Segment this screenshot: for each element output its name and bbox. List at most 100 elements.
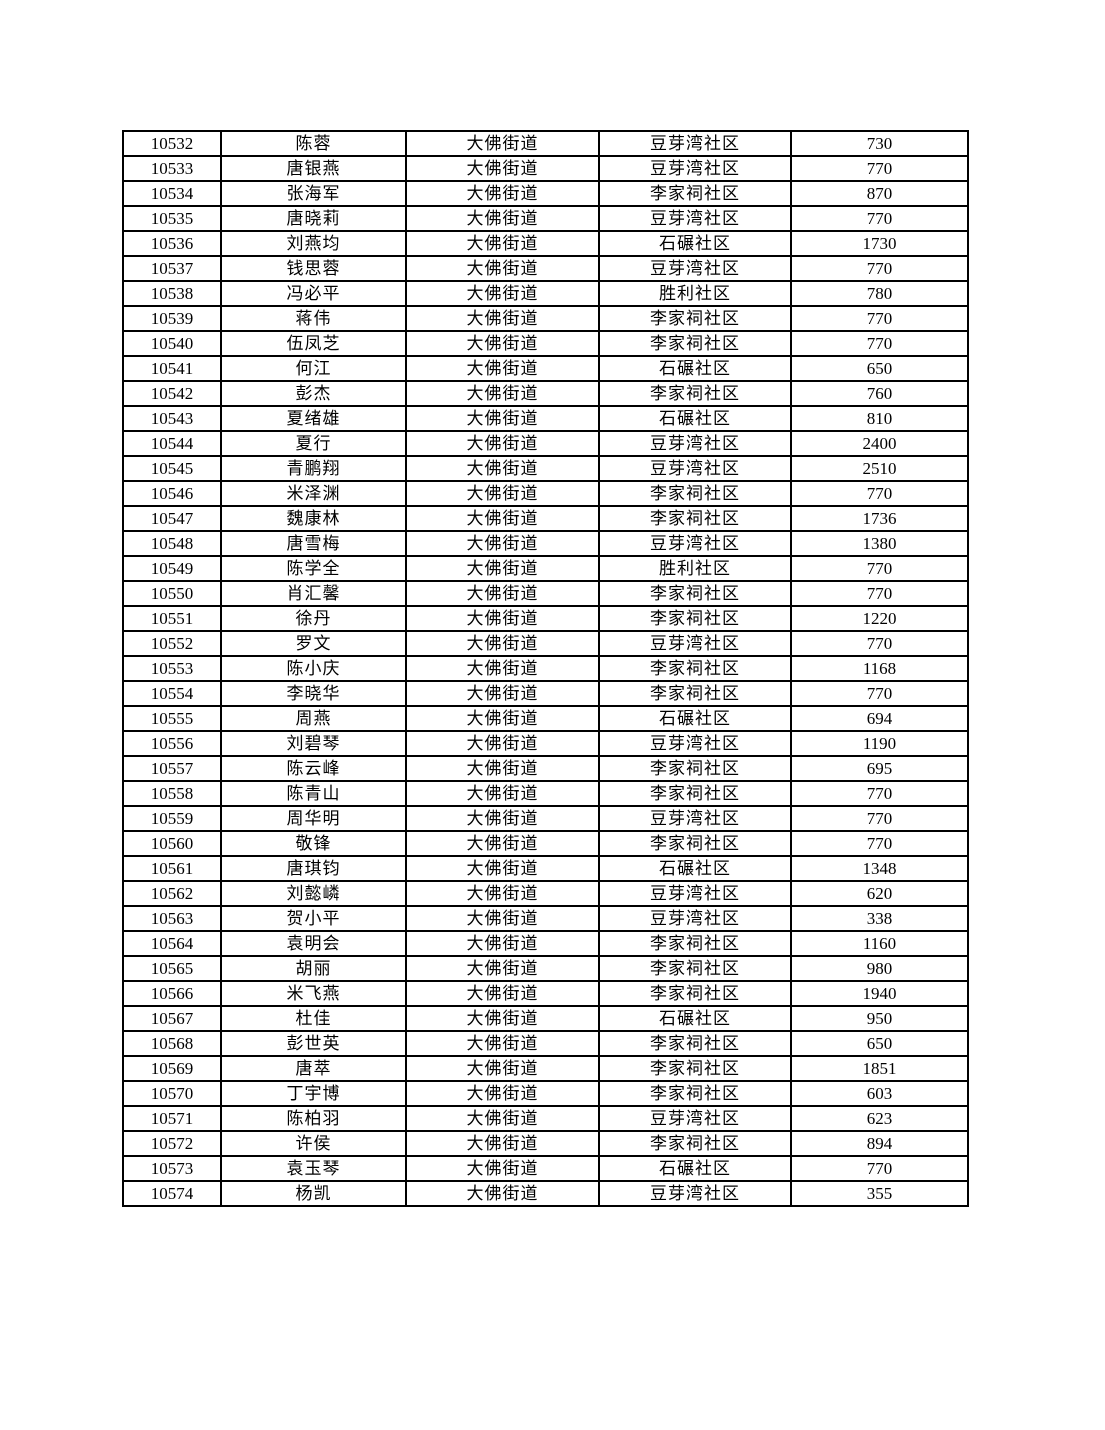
cell-community: 李家祠社区 xyxy=(598,1130,792,1157)
cell-amount: 770 xyxy=(790,480,969,507)
cell-street: 大佛街道 xyxy=(405,730,600,757)
cell-street: 大佛街道 xyxy=(405,505,600,532)
cell-name: 胡丽 xyxy=(220,955,407,982)
cell-id: 10553 xyxy=(122,655,222,682)
cell-id: 10550 xyxy=(122,580,222,607)
cell-street: 大佛街道 xyxy=(405,580,600,607)
cell-community: 豆芽湾社区 xyxy=(598,130,792,157)
table-row: 10570 丁宇博 大佛街道 李家祠社区 603 xyxy=(122,1080,969,1107)
cell-id: 10538 xyxy=(122,280,222,307)
cell-amount: 2510 xyxy=(790,455,969,482)
cell-community: 豆芽湾社区 xyxy=(598,255,792,282)
cell-street: 大佛街道 xyxy=(405,280,600,307)
cell-community: 李家祠社区 xyxy=(598,505,792,532)
cell-community: 豆芽湾社区 xyxy=(598,880,792,907)
cell-street: 大佛街道 xyxy=(405,805,600,832)
cell-id: 10541 xyxy=(122,355,222,382)
cell-community: 李家祠社区 xyxy=(598,1030,792,1057)
cell-name: 夏绪雄 xyxy=(220,405,407,432)
table-row: 10545 青鹏翔 大佛街道 豆芽湾社区 2510 xyxy=(122,455,969,482)
cell-street: 大佛街道 xyxy=(405,905,600,932)
cell-name: 刘碧琴 xyxy=(220,730,407,757)
table-row: 10542 彭杰 大佛街道 李家祠社区 760 xyxy=(122,380,969,407)
cell-name: 钱思蓉 xyxy=(220,255,407,282)
table-row: 10557 陈云峰 大佛街道 李家祠社区 695 xyxy=(122,755,969,782)
cell-community: 石碾社区 xyxy=(598,355,792,382)
cell-amount: 1168 xyxy=(790,655,969,682)
table-row: 10571 陈柏羽 大佛街道 豆芽湾社区 623 xyxy=(122,1105,969,1132)
cell-street: 大佛街道 xyxy=(405,655,600,682)
cell-amount: 770 xyxy=(790,780,969,807)
cell-id: 10573 xyxy=(122,1155,222,1182)
table-row: 10552 罗文 大佛街道 豆芽湾社区 770 xyxy=(122,630,969,657)
cell-community: 豆芽湾社区 xyxy=(598,805,792,832)
cell-id: 10539 xyxy=(122,305,222,332)
cell-amount: 770 xyxy=(790,830,969,857)
table-row: 10565 胡丽 大佛街道 李家祠社区 980 xyxy=(122,955,969,982)
cell-street: 大佛街道 xyxy=(405,980,600,1007)
cell-community: 豆芽湾社区 xyxy=(598,455,792,482)
cell-amount: 338 xyxy=(790,905,969,932)
cell-amount: 623 xyxy=(790,1105,969,1132)
cell-street: 大佛街道 xyxy=(405,1030,600,1057)
cell-name: 冯必平 xyxy=(220,280,407,307)
cell-amount: 1190 xyxy=(790,730,969,757)
cell-id: 10544 xyxy=(122,430,222,457)
cell-name: 张海军 xyxy=(220,180,407,207)
cell-street: 大佛街道 xyxy=(405,1005,600,1032)
table-row: 10560 敬锋 大佛街道 李家祠社区 770 xyxy=(122,830,969,857)
cell-id: 10535 xyxy=(122,205,222,232)
cell-street: 大佛街道 xyxy=(405,555,600,582)
cell-amount: 810 xyxy=(790,405,969,432)
table-row: 10558 陈青山 大佛街道 李家祠社区 770 xyxy=(122,780,969,807)
cell-id: 10568 xyxy=(122,1030,222,1057)
cell-id: 10536 xyxy=(122,230,222,257)
cell-street: 大佛街道 xyxy=(405,955,600,982)
cell-community: 李家祠社区 xyxy=(598,680,792,707)
table-row: 10550 肖汇馨 大佛街道 李家祠社区 770 xyxy=(122,580,969,607)
cell-name: 许侯 xyxy=(220,1130,407,1157)
cell-amount: 730 xyxy=(790,130,969,157)
cell-community: 李家祠社区 xyxy=(598,1080,792,1107)
cell-id: 10532 xyxy=(122,130,222,157)
cell-id: 10565 xyxy=(122,955,222,982)
table-row: 10547 魏康林 大佛街道 李家祠社区 1736 xyxy=(122,505,969,532)
cell-name: 罗文 xyxy=(220,630,407,657)
cell-community: 李家祠社区 xyxy=(598,955,792,982)
cell-street: 大佛街道 xyxy=(405,880,600,907)
cell-name: 唐萃 xyxy=(220,1055,407,1082)
cell-id: 10560 xyxy=(122,830,222,857)
cell-community: 豆芽湾社区 xyxy=(598,1105,792,1132)
cell-community: 李家祠社区 xyxy=(598,1055,792,1082)
cell-name: 徐丹 xyxy=(220,605,407,632)
table-row: 10536 刘燕均 大佛街道 石碾社区 1730 xyxy=(122,230,969,257)
cell-community: 李家祠社区 xyxy=(598,305,792,332)
table-row: 10567 杜佳 大佛街道 石碾社区 950 xyxy=(122,1005,969,1032)
cell-name: 米飞燕 xyxy=(220,980,407,1007)
cell-amount: 2400 xyxy=(790,430,969,457)
cell-community: 李家祠社区 xyxy=(598,180,792,207)
cell-name: 魏康林 xyxy=(220,505,407,532)
cell-name: 陈蓉 xyxy=(220,130,407,157)
cell-community: 李家祠社区 xyxy=(598,830,792,857)
table-row: 10568 彭世英 大佛街道 李家祠社区 650 xyxy=(122,1030,969,1057)
cell-id: 10555 xyxy=(122,705,222,732)
cell-name: 周华明 xyxy=(220,805,407,832)
cell-amount: 980 xyxy=(790,955,969,982)
table-row: 10572 许侯 大佛街道 李家祠社区 894 xyxy=(122,1130,969,1157)
table-row: 10556 刘碧琴 大佛街道 豆芽湾社区 1190 xyxy=(122,730,969,757)
cell-amount: 770 xyxy=(790,155,969,182)
cell-id: 10549 xyxy=(122,555,222,582)
cell-name: 何江 xyxy=(220,355,407,382)
cell-amount: 1160 xyxy=(790,930,969,957)
cell-id: 10558 xyxy=(122,780,222,807)
cell-amount: 770 xyxy=(790,555,969,582)
cell-id: 10534 xyxy=(122,180,222,207)
table-row: 10548 唐雪梅 大佛街道 豆芽湾社区 1380 xyxy=(122,530,969,557)
cell-name: 彭世英 xyxy=(220,1030,407,1057)
cell-amount: 620 xyxy=(790,880,969,907)
table-row: 10534 张海军 大佛街道 李家祠社区 870 xyxy=(122,180,969,207)
cell-street: 大佛街道 xyxy=(405,230,600,257)
cell-community: 李家祠社区 xyxy=(598,780,792,807)
cell-id: 10551 xyxy=(122,605,222,632)
